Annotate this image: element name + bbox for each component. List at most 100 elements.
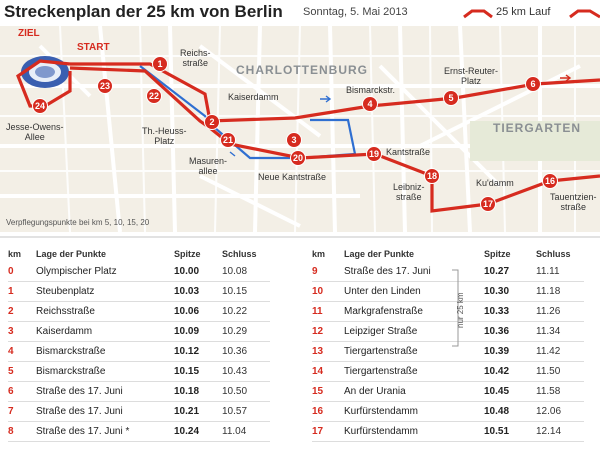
cell-lage: Tiergartenstraße: [344, 341, 484, 362]
table-row: 7 Straße des 17. Juni 10.21 10.57: [8, 401, 270, 422]
cell-schluss: 11.50: [536, 361, 584, 382]
cell-lage: Unter den Linden: [344, 281, 484, 302]
street-ernst-reuter: Ernst-Reuter- Platz: [444, 66, 499, 86]
map-graphic: [0, 26, 600, 232]
street-jesse-owens: Jesse-Owens- Allee: [6, 122, 64, 142]
page-title: Streckenplan der 25 km von Berlin: [4, 2, 283, 21]
cell-schluss: 11.34: [536, 321, 584, 342]
cell-schluss: 11.42: [536, 341, 584, 362]
col-spitze: Spitze: [174, 249, 201, 259]
cell-schluss: 10.57: [222, 401, 270, 422]
park-area: [470, 121, 600, 161]
cell-spitze: 10.12: [174, 341, 222, 362]
cell-km: 16: [312, 401, 344, 422]
table-row: 17 Kurfürstendamm 10.51 12.14: [312, 421, 584, 442]
cell-spitze: 10.03: [174, 281, 222, 302]
cell-km: 5: [8, 361, 36, 382]
table-row: 9 Straße des 17. Juni 10.27 11.11: [312, 262, 584, 282]
cell-spitze: 10.09: [174, 321, 222, 342]
cell-schluss: 10.29: [222, 321, 270, 342]
cell-lage: Tiergartenstraße: [344, 361, 484, 382]
table-row: 14 Tiergartenstraße 10.42 11.50: [312, 361, 584, 382]
table-row: 2 Reichsstraße 10.06 10.22: [8, 301, 270, 322]
cell-spitze: 10.39: [484, 341, 536, 362]
schedule-table-left: km Lage der Punkte Spitze Schluss 0 Olymp…: [8, 246, 270, 442]
table-row: 5 Bismarckstraße 10.15 10.43: [8, 361, 270, 382]
main-route-line: [16, 59, 600, 213]
cell-km: 17: [312, 421, 344, 442]
cell-schluss: 11.58: [536, 381, 584, 402]
col-schluss: Schluss: [536, 249, 571, 259]
table-row: 12 Leipziger Straße 10.36 11.34: [312, 321, 584, 342]
km-marker-21: 21: [220, 132, 236, 148]
bracket-25km: [452, 269, 459, 347]
cell-km: 13: [312, 341, 344, 362]
cell-lage: Straße des 17. Juni: [36, 401, 174, 422]
event-date: Sonntag, 5. Mai 2013: [303, 6, 408, 18]
street-kudamm: Ku'damm: [476, 178, 514, 188]
cell-schluss: 10.43: [222, 361, 270, 382]
cell-km: 15: [312, 381, 344, 402]
cell-km: 3: [8, 321, 36, 342]
cell-lage: Olympischer Platz: [36, 262, 174, 282]
col-km: km: [312, 249, 326, 259]
cell-km: 2: [8, 301, 36, 322]
km-marker-18: 18: [424, 168, 440, 184]
cell-km: 6: [8, 381, 36, 402]
cell-lage: Straße des 17. Juni: [36, 381, 174, 402]
table-row: 11 Markgrafenstraße 10.33 11.26: [312, 301, 584, 322]
cell-km: 10: [312, 281, 344, 302]
km-marker-1: 1: [152, 56, 168, 72]
cell-lage: Kaiserdamm: [36, 321, 174, 342]
cell-lage: Straße des 17. Juni *: [36, 421, 174, 442]
cell-km: 14: [312, 361, 344, 382]
cell-spitze: 10.27: [484, 262, 536, 282]
table-row: 8 Straße des 17. Juni * 10.24 11.04: [8, 421, 270, 442]
table-row: 1 Steubenplatz 10.03 10.15: [8, 281, 270, 302]
cell-spitze: 10.30: [484, 281, 536, 302]
footnote-refreshments: Verpflegungspunkte bei km 5, 10, 15, 20: [6, 218, 150, 227]
cell-spitze: 10.45: [484, 381, 536, 402]
cell-lage: Bismarckstraße: [36, 361, 174, 382]
district-charlottenburg: CHARLOTTENBURG: [236, 63, 368, 77]
table-row: 15 An der Urania 10.45 11.58: [312, 381, 584, 402]
table-row: 3 Kaiserdamm 10.09 10.29: [8, 321, 270, 342]
cell-schluss: 11.11: [536, 262, 584, 282]
cell-km: 0: [8, 262, 36, 282]
cell-lage: Reichsstraße: [36, 301, 174, 322]
district-tiergarten: TIERGARTEN: [493, 121, 581, 135]
cell-km: 7: [8, 401, 36, 422]
cell-lage: An der Urania: [344, 381, 484, 402]
cell-km: 11: [312, 301, 344, 322]
km-marker-23: 23: [97, 78, 113, 94]
table-header-row: km Lage der Punkte Spitze Schluss: [8, 246, 270, 262]
cell-km: 12: [312, 321, 344, 342]
cell-schluss: 10.15: [222, 281, 270, 302]
finish-label: ZIEL: [18, 28, 40, 39]
km-marker-4: 4: [362, 96, 378, 112]
cell-spitze: 10.15: [174, 361, 222, 382]
col-spitze: Spitze: [484, 249, 511, 259]
cell-spitze: 10.33: [484, 301, 536, 322]
km-marker-22: 22: [146, 88, 162, 104]
km-marker-24: 24: [32, 98, 48, 114]
cell-km: 8: [8, 421, 36, 442]
header: Streckenplan der 25 km von Berlin Sonnta…: [0, 0, 600, 26]
col-schluss: Schluss: [222, 249, 257, 259]
cell-lage: Kurfürstendamm: [344, 401, 484, 422]
km-marker-19: 19: [366, 146, 382, 162]
cell-km: 4: [8, 341, 36, 362]
cell-schluss: 12.14: [536, 421, 584, 442]
cell-spitze: 10.51: [484, 421, 536, 442]
col-lage: Lage der Punkte: [344, 249, 415, 259]
street-kantstrasse: Kantstraße: [386, 147, 431, 157]
km-marker-3: 3: [286, 132, 302, 148]
table-row: 4 Bismarckstraße 10.12 10.36: [8, 341, 270, 362]
cell-schluss: 10.22: [222, 301, 270, 322]
route-map: 1 2 3 4 5 6 16 17 18 19 20 21 22 23 24 CHARLOTTENBURG …: [0, 26, 600, 232]
cell-schluss: 11.18: [536, 281, 584, 302]
street-tauentzien: Tauentzien- straße: [550, 192, 597, 212]
divider: [0, 236, 600, 238]
legend-run-label: 25 km Lauf: [496, 6, 551, 18]
cell-spitze: 10.06: [174, 301, 222, 322]
